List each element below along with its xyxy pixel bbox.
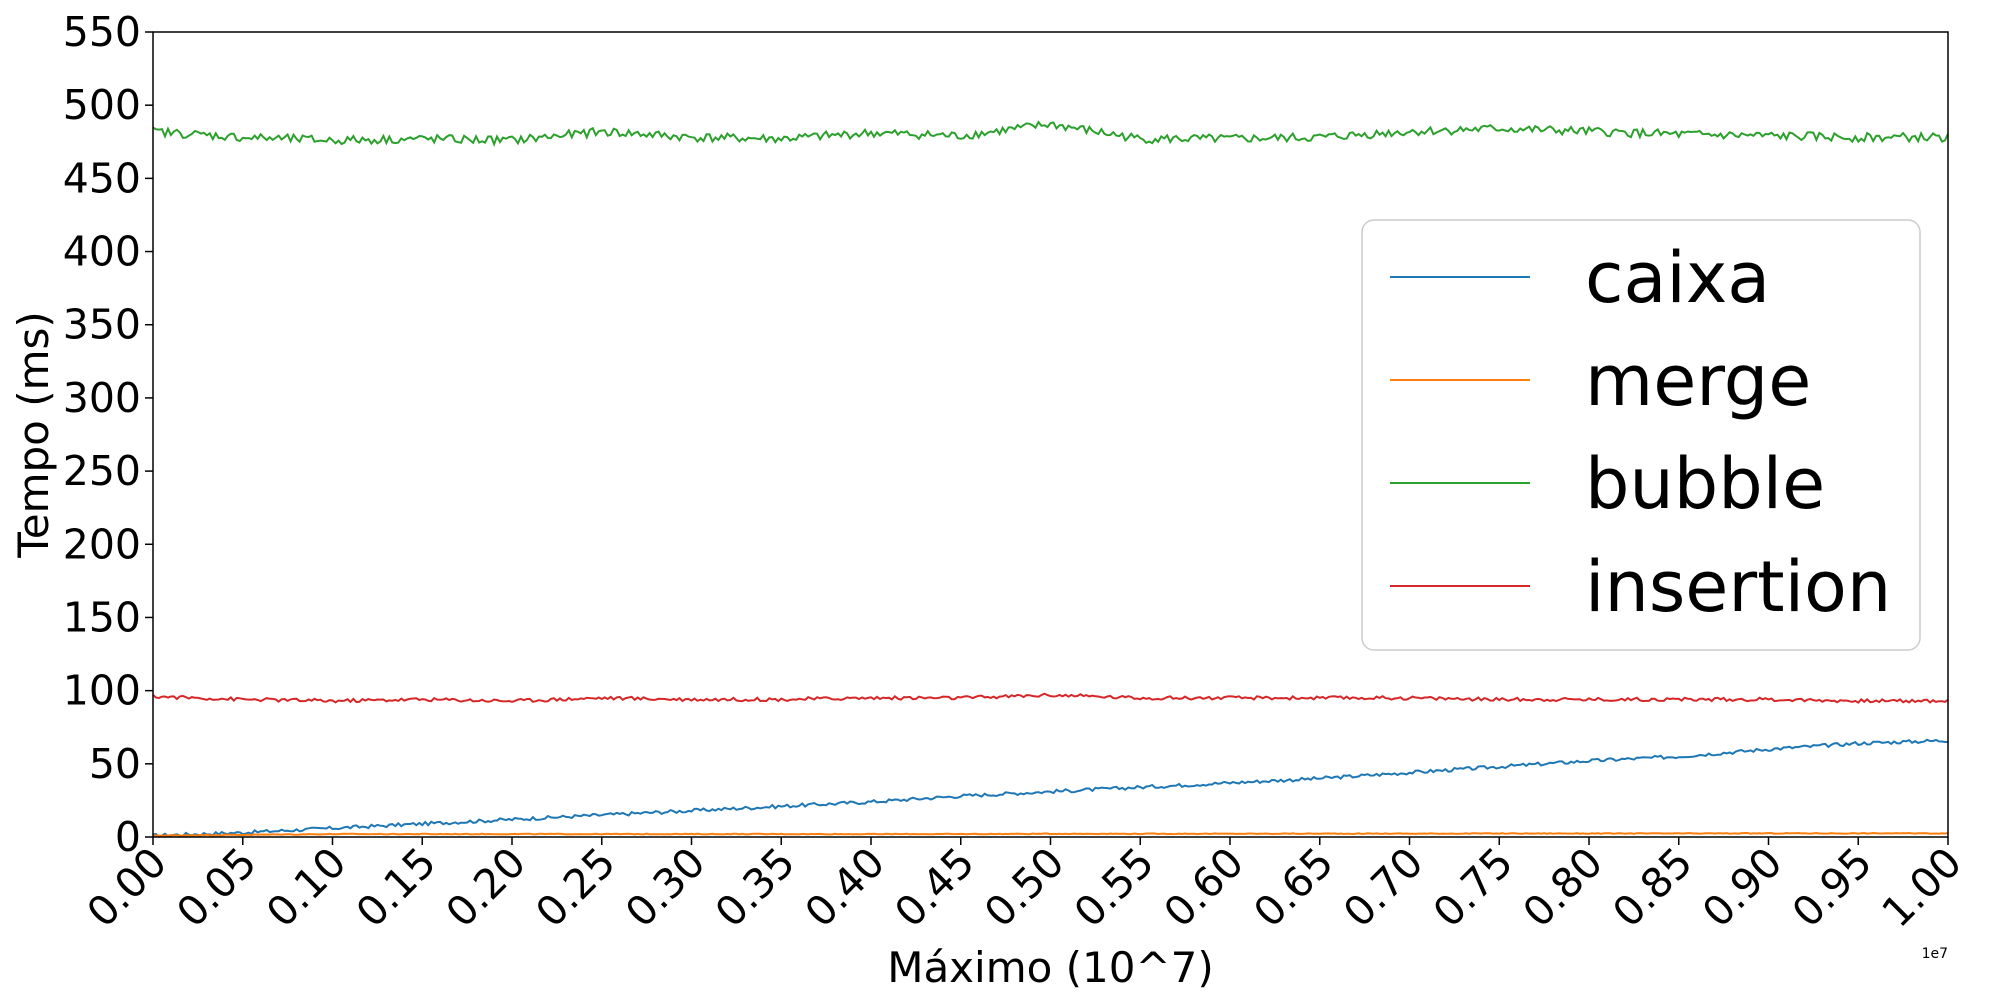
legend-box [1361, 219, 1921, 651]
y-tick-label: 150 [63, 593, 141, 641]
y-tick-label: 200 [63, 520, 141, 568]
y-axis-ticks: 0 50 100 150 200 250 300 350 400 450 500 550 [63, 8, 153, 861]
y-tick-label: 50 [89, 740, 141, 788]
y-tick-label: 450 [63, 154, 141, 202]
x-tick-label: 0.20 [437, 838, 535, 936]
x-tick-label: 0.40 [796, 838, 894, 936]
x-tick-label: 0.85 [1603, 838, 1701, 936]
legend-label-caixa: caixa [1585, 237, 1770, 319]
x-tick-label: 0.50 [975, 838, 1073, 936]
series-layer [152, 120, 1949, 838]
x-tick-label: 0.15 [347, 838, 445, 936]
legend-label-insertion: insertion [1585, 546, 1891, 628]
y-tick-label: 500 [63, 81, 141, 129]
x-tick-label: 0.45 [885, 838, 983, 936]
x-tick-label: 0.65 [1244, 838, 1342, 936]
x-tick-label: 0.10 [257, 838, 355, 936]
y-axis-label: Tempo (ms) [9, 311, 58, 559]
y-tick-label: 550 [63, 8, 141, 56]
y-tick-label: 250 [63, 447, 141, 495]
x-tick-label: 1.00 [1873, 838, 1971, 936]
legend-label-bubble: bubble [1585, 443, 1825, 525]
legend: caixa merge bubble insertion [1361, 219, 1921, 651]
series-line-bubble [152, 120, 1949, 147]
series-line-caixa [152, 738, 1949, 838]
x-axis-offset-label: 1e7 [1922, 946, 1948, 962]
legend-label-merge: merge [1585, 340, 1811, 422]
x-tick-label: 0.60 [1155, 838, 1253, 936]
x-tick-label: 0.55 [1065, 838, 1163, 936]
x-axis-ticks: 0.000.050.100.150.200.250.300.350.400.45… [78, 837, 1971, 937]
series-line-insertion [152, 692, 1949, 704]
y-tick-label: 350 [63, 301, 141, 349]
y-tick-label: 300 [63, 374, 141, 422]
x-tick-label: 0.80 [1514, 838, 1612, 936]
x-tick-label: 0.35 [706, 838, 804, 936]
series-line-merge [152, 831, 1949, 837]
x-tick-label: 0.05 [167, 838, 265, 936]
y-tick-label: 400 [63, 228, 141, 276]
y-tick-label: 0 [115, 813, 141, 861]
x-tick-label: 0.90 [1693, 838, 1791, 936]
x-tick-label: 0.95 [1783, 838, 1881, 936]
x-tick-label: 0.70 [1334, 838, 1432, 936]
x-tick-label: 0.25 [526, 838, 624, 936]
x-axis-label: Máximo (10^7) [887, 943, 1214, 992]
x-tick-label: 0.75 [1424, 838, 1522, 936]
x-tick-label: 0.30 [616, 838, 714, 936]
y-tick-label: 100 [63, 667, 141, 715]
